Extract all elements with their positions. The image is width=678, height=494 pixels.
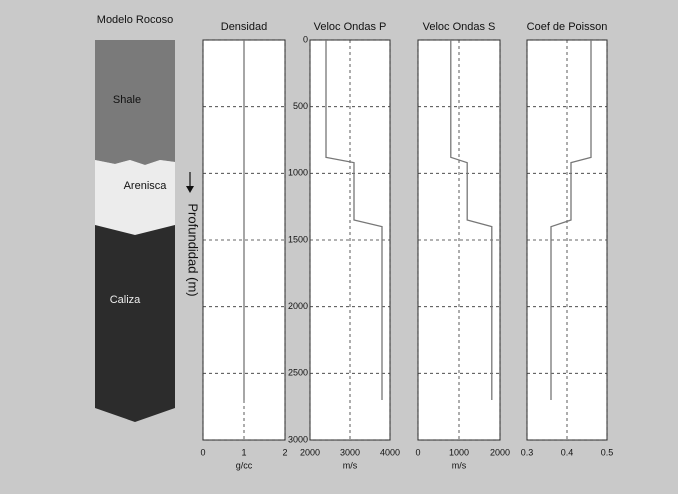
x-tick-label: 0.3 (521, 447, 534, 457)
layer-label: Caliza (110, 294, 141, 306)
x-axis-label: g/cc (236, 460, 253, 470)
x-tick-label: 2000 (490, 447, 510, 457)
x-tick-label: 2000 (300, 447, 320, 457)
depth-arrow-head (186, 186, 194, 193)
x-axis-label: m/s (452, 460, 467, 470)
y-tick-label: 1000 (288, 168, 308, 178)
x-axis-label: m/s (343, 460, 358, 470)
x-tick-label: 0.5 (601, 447, 614, 457)
x-tick-label: 0 (200, 447, 205, 457)
y-tick-label: 0 (303, 34, 308, 44)
limestone-layer (95, 225, 175, 422)
x-tick-label: 4000 (380, 447, 400, 457)
x-tick-label: 1 (241, 447, 246, 457)
sandstone-layer (95, 160, 175, 235)
panel-title: Veloc Ondas S (423, 21, 496, 33)
layer-label: Arenisca (124, 180, 168, 192)
x-tick-label: 0 (415, 447, 420, 457)
y-tick-label: 500 (293, 101, 308, 111)
y-tick-label: 3000 (288, 434, 308, 444)
x-tick-label: 0.4 (561, 447, 574, 457)
column-title: Modelo Rocoso (97, 14, 173, 26)
figure: Modelo Rocoso Shale Arenisca Caliza Prof… (0, 0, 678, 494)
panel-title: Densidad (221, 21, 267, 33)
x-tick-label: 2 (282, 447, 287, 457)
x-tick-label: 3000 (340, 447, 360, 457)
y-axis-label: Profundidad (m) (186, 203, 201, 296)
panel-title: Coef de Poisson (527, 21, 608, 33)
panel-title: Veloc Ondas P (314, 21, 387, 33)
y-tick-label: 2000 (288, 301, 308, 311)
layer-label: Shale (113, 94, 141, 106)
y-tick-label: 2500 (288, 368, 308, 378)
x-tick-label: 1000 (449, 447, 469, 457)
y-tick-label: 1500 (288, 234, 308, 244)
